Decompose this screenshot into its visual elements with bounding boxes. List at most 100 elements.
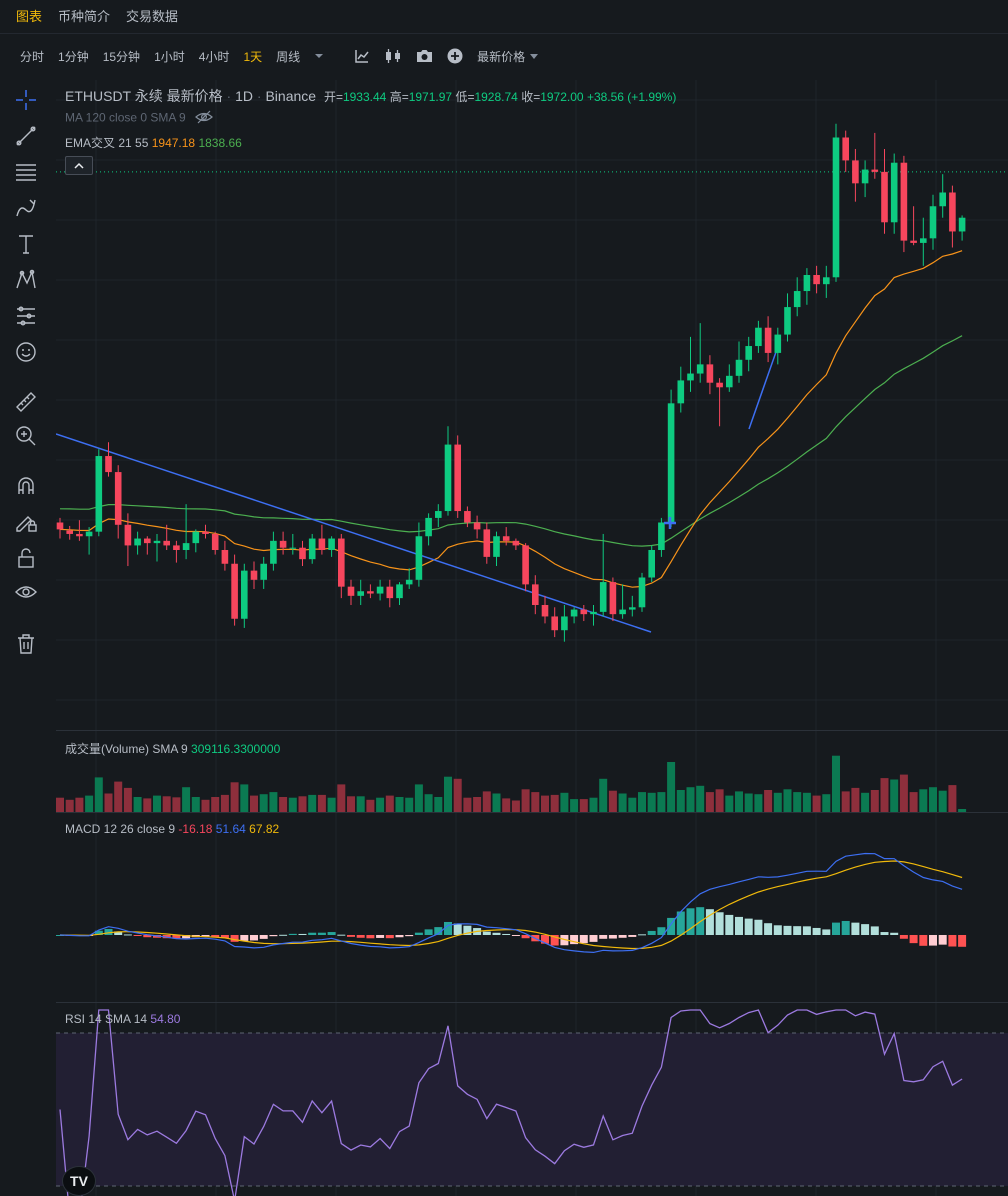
candle-body: [260, 563, 267, 580]
volume-pane-separator[interactable]: [56, 730, 1008, 731]
macd-histogram-bar: [890, 932, 899, 935]
price-type-select[interactable]: 最新价格: [477, 48, 539, 65]
macd-pane-separator[interactable]: [56, 812, 1008, 813]
macd-histogram-bar: [327, 932, 336, 935]
ema-slow-value: 1838.66: [198, 136, 242, 150]
volume-bar: [376, 797, 385, 812]
magnet-icon[interactable]: [12, 472, 40, 500]
timeframe-2[interactable]: 15分钟: [102, 49, 141, 64]
macd-histogram-bar: [201, 935, 210, 937]
brush-icon[interactable]: [12, 194, 40, 222]
crosshair-icon[interactable]: [12, 86, 40, 114]
volume-bar: [958, 809, 967, 812]
hidden-eye-icon[interactable]: [195, 110, 213, 127]
macd-histogram-bar: [269, 935, 278, 937]
volume-bar: [531, 792, 540, 812]
zoom-in-icon[interactable]: [12, 422, 40, 450]
candle-body: [541, 605, 549, 617]
tradingview-logo[interactable]: TV: [62, 1166, 96, 1196]
nav-tab-0[interactable]: 图表: [16, 8, 43, 24]
macd-histogram-bar: [434, 927, 443, 935]
macd-histogram-bar: [802, 926, 811, 935]
camera-icon[interactable]: [416, 49, 433, 63]
volume-bar: [773, 792, 782, 812]
volume-bar: [948, 785, 957, 812]
volume-bar: [570, 799, 579, 812]
drawn-trend-line: [56, 433, 652, 633]
timeframe-5[interactable]: 1天: [243, 49, 263, 64]
timeframe-4[interactable]: 4小时: [198, 49, 230, 64]
macd-line-value: 51.64: [215, 822, 246, 836]
drawing-tools-sidebar: [0, 80, 52, 1196]
unlock-icon[interactable]: [12, 544, 40, 572]
candle-body: [493, 536, 500, 557]
candle-body: [745, 346, 752, 360]
candle-body: [76, 533, 83, 537]
macd-histogram-bar: [909, 935, 918, 944]
volume-bar: [94, 777, 103, 812]
candle-body: [658, 522, 665, 550]
volume-bar: [725, 795, 734, 812]
candle-body: [376, 586, 384, 594]
trend-line-icon[interactable]: [12, 122, 40, 150]
macd-histogram-bar: [240, 935, 249, 941]
candle-body: [444, 444, 452, 512]
pattern-icon[interactable]: [12, 266, 40, 294]
ruler-icon[interactable]: [12, 388, 40, 416]
rsi-legend-label: RSI 14 SMA 14: [65, 1012, 148, 1026]
lock-drawing-icon[interactable]: [12, 508, 40, 536]
volume-bar: [880, 778, 889, 812]
candle-body: [502, 536, 510, 541]
macd-histogram-bar: [259, 935, 268, 939]
macd-histogram-bar: [104, 928, 113, 935]
candle-body: [241, 570, 248, 619]
candle-body: [764, 327, 772, 353]
macd-histogram-bar: [715, 912, 724, 935]
timeframe-0[interactable]: 分时: [20, 49, 45, 64]
eye-icon[interactable]: [12, 578, 40, 606]
macd-histogram-bar: [279, 934, 288, 936]
nav-tab-1[interactable]: 币种简介: [58, 8, 111, 24]
candle-body: [250, 570, 258, 580]
collapse-legend-button[interactable]: [65, 156, 93, 175]
candle-body: [881, 171, 888, 223]
candle-body: [182, 543, 190, 550]
ema-legend-label: EMA交叉 21 55: [65, 136, 149, 150]
nav-tab-2[interactable]: 交易数据: [126, 8, 179, 24]
timeframe-3[interactable]: 1小时: [154, 49, 185, 64]
indicators-icon[interactable]: [354, 48, 370, 64]
macd-histogram-bar: [366, 935, 375, 939]
timeframe-1[interactable]: 1分钟: [58, 49, 89, 64]
symbol-name: ETHUSDT 永续 最新价格: [65, 88, 223, 104]
volume-bar: [240, 784, 249, 812]
volume-bar: [822, 794, 831, 812]
add-icon[interactable]: [447, 48, 463, 64]
chart-canvas[interactable]: [56, 80, 1008, 1196]
macd-histogram-bar: [172, 935, 181, 939]
macd-histogram-bar: [463, 925, 472, 935]
volume-bar: [279, 797, 288, 812]
candle-body: [56, 522, 64, 530]
candlestick-type-icon[interactable]: [384, 48, 402, 64]
candle-body: [726, 375, 733, 388]
macd-histogram-bar: [317, 932, 326, 935]
volume-bar: [618, 793, 627, 812]
volume-bar: [414, 784, 423, 812]
chevron-up-icon: [74, 162, 84, 169]
emoji-icon[interactable]: [12, 338, 40, 366]
timeframe-6[interactable]: 周线: [276, 49, 301, 64]
candle-body: [270, 540, 277, 564]
volume-bar: [511, 800, 520, 812]
forecast-icon[interactable]: [12, 302, 40, 330]
candle-body: [638, 577, 646, 608]
rsi-pane-separator[interactable]: [56, 1002, 1008, 1003]
candle-body: [920, 238, 927, 243]
dropdown-chevron-icon[interactable]: [314, 53, 324, 59]
text-icon[interactable]: [12, 230, 40, 258]
candle-body: [580, 609, 588, 615]
trash-icon[interactable]: [12, 630, 40, 658]
macd-histogram-bar: [424, 929, 433, 935]
volume-bar: [696, 785, 705, 812]
open-value: 1933.44: [342, 90, 387, 104]
fib-lines-icon[interactable]: [12, 158, 40, 186]
